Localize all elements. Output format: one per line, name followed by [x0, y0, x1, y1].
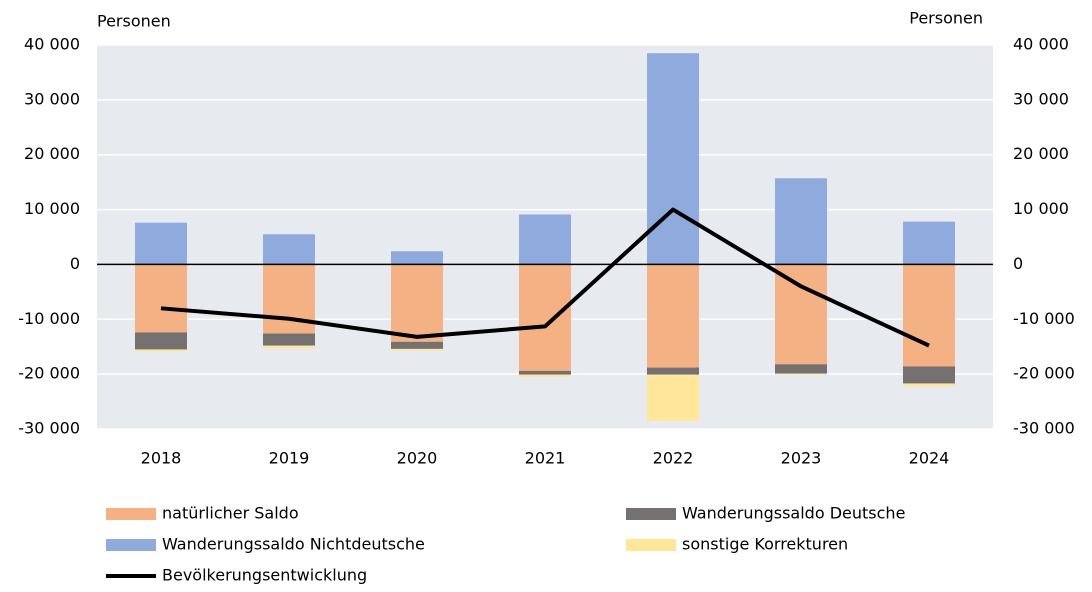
- bar-segment: [263, 234, 315, 265]
- bar-segment: [263, 345, 315, 349]
- legend-label: sonstige Korrekturen: [682, 535, 848, 554]
- y2-tick-label: -30 000: [1013, 419, 1075, 438]
- x-tick-label: 2022: [653, 449, 694, 468]
- legend-label: natürlicher Saldo: [162, 504, 299, 523]
- bar-segment: [775, 264, 827, 365]
- y2-tick-label: 0: [1013, 254, 1023, 273]
- y-tick-label: 10 000: [24, 199, 80, 218]
- bar-segment: [775, 373, 827, 375]
- bar-segment: [903, 366, 955, 384]
- bar-segment: [775, 364, 827, 374]
- bar-segment: [519, 370, 571, 375]
- y-tick-label: 40 000: [24, 35, 80, 54]
- y2-tick-label: -10 000: [1013, 309, 1075, 328]
- bar-segment: [519, 264, 571, 371]
- line-series: [160, 207, 930, 348]
- y2-tick-label: 40 000: [1013, 35, 1069, 54]
- bar-segment: [647, 374, 699, 421]
- y-tick-label: 30 000: [24, 89, 80, 108]
- y-axis-title: Personen: [97, 12, 171, 31]
- y2-tick-label: 20 000: [1013, 144, 1069, 163]
- x-tick-label: 2019: [269, 449, 310, 468]
- y-tick-label: -10 000: [18, 309, 80, 328]
- bar-segment: [775, 178, 827, 265]
- legend-label: Wanderungssaldo Deutsche: [682, 504, 905, 523]
- y-tick-label: 0: [70, 254, 80, 273]
- bar-segment: [647, 53, 699, 265]
- bar-segment: [135, 349, 187, 352]
- bar-segment: [519, 214, 571, 265]
- legend-label: Wanderungssaldo Nichtdeutsche: [162, 535, 425, 554]
- bar-segment: [135, 264, 187, 333]
- bar-segment: [391, 348, 443, 351]
- bar-segment: [903, 383, 955, 387]
- legend-label: Bevölkerungsentwicklung: [162, 566, 367, 585]
- legend-swatch: [106, 539, 156, 551]
- x-tick-label: 2021: [525, 449, 566, 468]
- x-tick-label: 2024: [909, 449, 950, 468]
- bar-segment: [647, 367, 699, 375]
- bar-segment: [391, 341, 443, 349]
- bar-segment: [135, 222, 187, 265]
- bar-segment: [391, 251, 443, 265]
- x-tick-label: 2023: [781, 449, 822, 468]
- y-tick-label: -30 000: [18, 419, 80, 438]
- y-tick-label: 20 000: [24, 144, 80, 163]
- y2-axis-title: Personen: [909, 9, 983, 28]
- y2-tick-label: 30 000: [1013, 89, 1069, 108]
- bar-segment: [135, 332, 187, 350]
- legend-swatch: [626, 508, 676, 520]
- bar-segment: [903, 264, 955, 367]
- bar-segment: [647, 264, 699, 368]
- legend-swatch: [106, 508, 156, 520]
- bar-segment: [903, 221, 955, 265]
- y2-tick-label: -20 000: [1013, 364, 1075, 383]
- x-tick-label: 2018: [141, 449, 182, 468]
- y2-tick-label: 10 000: [1013, 199, 1069, 218]
- legend-swatch: [626, 539, 676, 551]
- bar-segment: [391, 264, 443, 342]
- bar-segment: [263, 333, 315, 346]
- x-tick-label: 2020: [397, 449, 438, 468]
- bar-segment: [519, 374, 571, 377]
- y-tick-label: -20 000: [18, 364, 80, 383]
